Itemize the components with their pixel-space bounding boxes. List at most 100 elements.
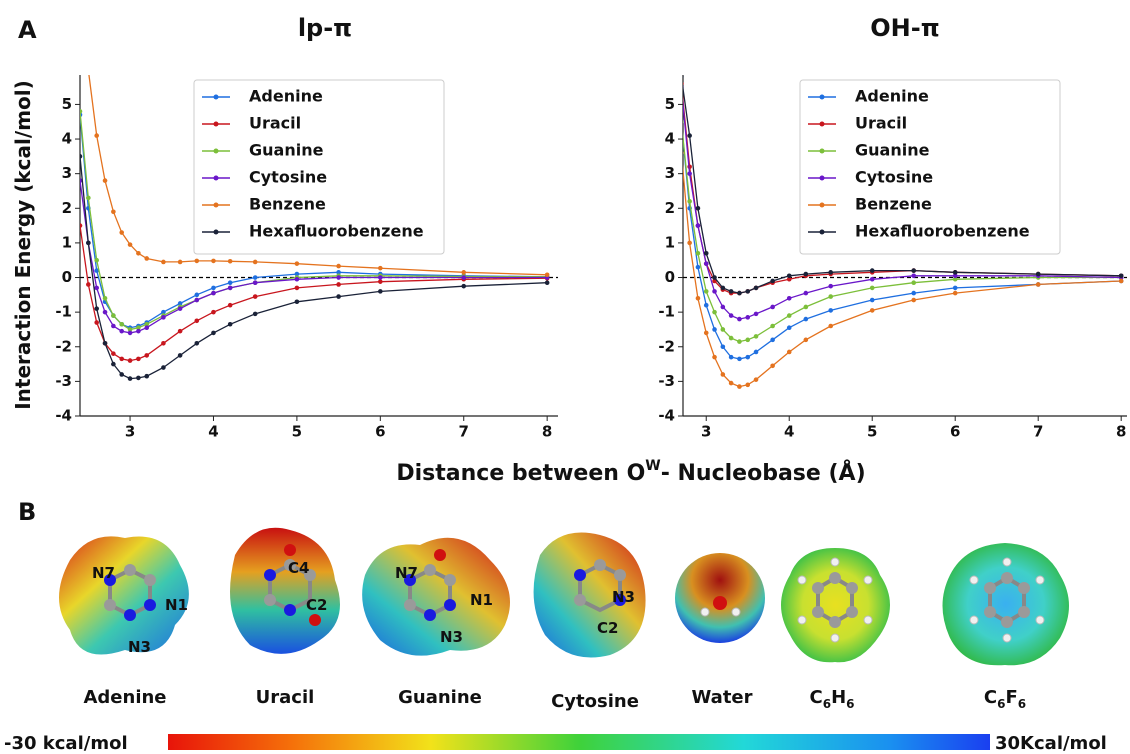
legend-marker (213, 148, 219, 154)
data-point (770, 363, 775, 369)
y-tick-label: -4 (55, 407, 72, 425)
atom-label: C4 (288, 559, 309, 577)
data-point (252, 275, 258, 280)
data-point (745, 354, 751, 360)
data-point (728, 380, 734, 386)
x-tick-label: 4 (784, 423, 794, 441)
data-point (753, 311, 759, 317)
legend: Adenine Uracil Guanine Cytosine Benzene Hexaf… (799, 79, 1061, 255)
y-tick-label: -1 (658, 303, 675, 321)
legend-marker (213, 175, 219, 181)
data-point (80, 109, 83, 114)
data-point (227, 258, 233, 264)
y-tick-label: 2 (665, 199, 675, 217)
data-point (252, 259, 258, 265)
x-axis-label-superscript: W (645, 458, 660, 474)
formula-part: H (831, 687, 846, 708)
series-line (80, 156, 548, 380)
chart-title: OH-π (870, 14, 939, 42)
atom-label: N3 (612, 588, 635, 606)
molecule-name: C6H6 (809, 687, 854, 711)
data-point (86, 195, 91, 201)
data-point (786, 276, 792, 282)
data-point (786, 325, 792, 331)
data-point (737, 290, 742, 296)
data-point (828, 294, 834, 299)
data-point (119, 230, 125, 235)
data-point (144, 256, 150, 261)
data-point (803, 337, 809, 343)
data-point (461, 270, 467, 275)
data-point (911, 273, 917, 279)
series-line (683, 132, 1122, 360)
x-tick-label: 5 (867, 423, 877, 441)
data-point (227, 280, 233, 286)
formula-part: C (809, 687, 822, 708)
series-line (683, 98, 1122, 320)
y-tick-label: 4 (665, 130, 675, 148)
colorbar-max-label: 30Kcal/mol (995, 733, 1107, 754)
legend-marker (819, 175, 825, 181)
y-tick-label: -2 (55, 337, 72, 355)
chart: lp-π -4 -3 -2 -1 0 1 2 3 4 5 3 4 5 6 7 8 Adenine Uracil Gua… (55, 14, 558, 441)
data-point (737, 356, 742, 362)
legend-box (799, 79, 1061, 255)
x-tick-label: 3 (701, 423, 711, 441)
data-point (753, 285, 759, 291)
data-point (1035, 271, 1041, 277)
data-point (294, 271, 300, 277)
data-point (127, 376, 133, 381)
data-point (720, 304, 726, 310)
legend-marker (819, 229, 825, 235)
data-point (136, 250, 141, 256)
chart: OH-π -4 -3 -2 -1 0 1 2 3 4 5 3 4 5 6 7 8 Adenine Uracil Gua… (658, 0, 1127, 441)
data-point (177, 259, 183, 265)
data-point (828, 308, 834, 313)
data-point (753, 377, 759, 382)
data-point (161, 365, 166, 370)
carbon-atoms (104, 559, 1030, 628)
data-point (695, 295, 701, 301)
data-point (720, 327, 726, 332)
legend-label: Uracil (855, 114, 907, 133)
colorbar (168, 734, 990, 750)
data-point (737, 316, 742, 322)
data-point (737, 384, 742, 389)
data-point (461, 275, 467, 280)
data-point (671, 0, 676, 3)
atom-label: N3 (440, 628, 463, 646)
data-point (211, 309, 216, 315)
molecule-images: N7 N1 N3 C4 C2 N7 N1 N3 N3 C2 (59, 527, 1069, 666)
series-line (683, 164, 1122, 388)
hydrogen-atoms (700, 557, 1045, 643)
x-tick-label: 7 (1033, 423, 1043, 441)
data-point (687, 171, 692, 176)
nitrogen-atoms (104, 569, 626, 621)
data-point (828, 270, 834, 275)
legend-marker (819, 94, 825, 100)
data-point (119, 372, 125, 377)
x-axis-label: Distance between OW- Nucleobase (Å) (396, 458, 865, 486)
data-point (136, 356, 141, 362)
data-point (728, 354, 734, 360)
data-point (111, 361, 116, 367)
data-point (119, 356, 125, 362)
data-point (869, 308, 875, 313)
data-point (828, 323, 834, 329)
data-point (544, 280, 550, 286)
y-tick-label: 0 (62, 268, 72, 286)
data-point (869, 268, 875, 273)
data-point (952, 290, 958, 296)
molecule-name: Water (691, 687, 752, 708)
data-point (252, 280, 258, 286)
chart-title: lp-π (298, 14, 352, 42)
data-point (177, 301, 183, 306)
data-point (127, 327, 133, 332)
data-point (194, 340, 200, 346)
y-tick-label: -4 (658, 407, 675, 425)
legend-marker (819, 148, 825, 154)
data-point (786, 313, 792, 318)
esp-surface (781, 548, 890, 663)
data-point (94, 133, 99, 138)
data-point (80, 154, 83, 159)
